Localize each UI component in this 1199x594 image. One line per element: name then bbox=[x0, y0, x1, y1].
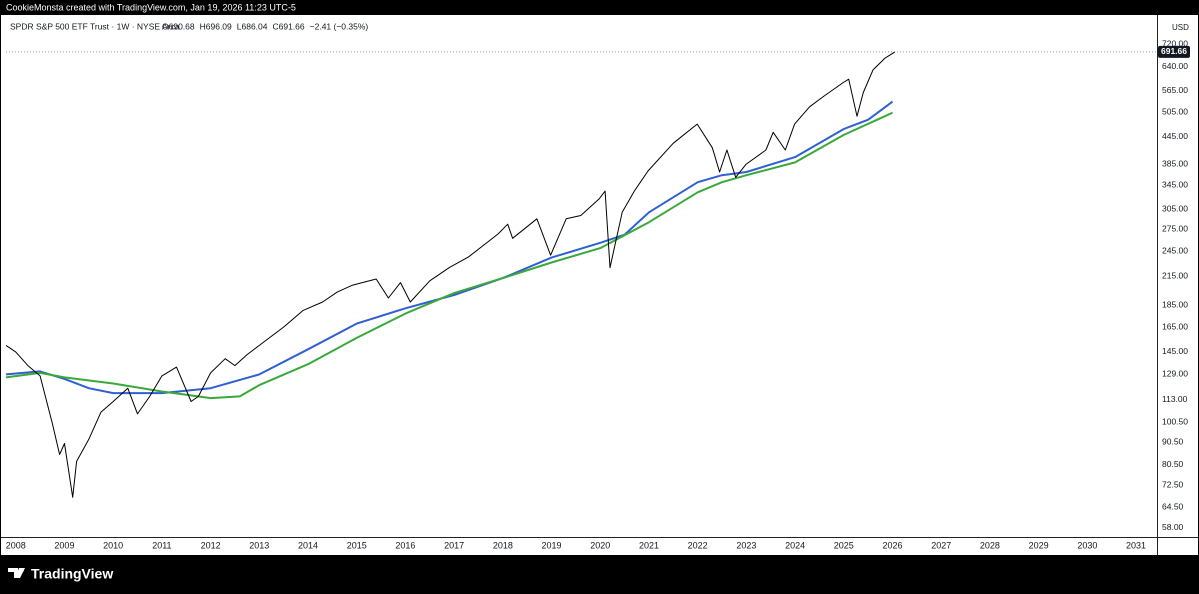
y-tick-label: 275.00 bbox=[1162, 223, 1188, 233]
x-tick-label: 2018 bbox=[493, 540, 513, 550]
brand-logo bbox=[8, 568, 25, 578]
y-tick-label: 505.00 bbox=[1162, 107, 1188, 117]
symbol-title: SPDR S&P 500 ETF Trust · 1W · NYSE Arca bbox=[10, 21, 180, 31]
brand-name: TradingView bbox=[31, 566, 113, 582]
y-tick-label: 100.50 bbox=[1162, 417, 1188, 427]
plot bbox=[5, 51, 1157, 498]
y-tick-label: 165.00 bbox=[1162, 321, 1188, 331]
x-tick-label: 2026 bbox=[882, 540, 902, 550]
x-tick-label: 2020 bbox=[590, 540, 610, 550]
y-tick-label: 565.00 bbox=[1162, 85, 1188, 95]
x-tick-label: 2031 bbox=[1126, 540, 1146, 550]
chart-area bbox=[1, 15, 1198, 555]
x-tick-label: 2028 bbox=[980, 540, 1000, 550]
y-tick-label: 385.00 bbox=[1162, 159, 1188, 169]
last-price-label: 691.66 bbox=[1161, 46, 1187, 56]
x-tick-label: 2009 bbox=[54, 540, 74, 550]
moving-average bbox=[5, 111, 893, 400]
y-tick-label: 245.00 bbox=[1162, 245, 1188, 255]
y-tick-label: 80.50 bbox=[1162, 459, 1184, 469]
ohlc-value: C691.66 bbox=[273, 21, 305, 31]
x-tick-label: 2025 bbox=[834, 540, 854, 550]
ohlc-value: −2.41 (−0.35%) bbox=[310, 21, 369, 31]
y-tick-label: 129.00 bbox=[1162, 369, 1188, 379]
x-tick-label: 2013 bbox=[249, 540, 269, 550]
y-tick-label: 215.00 bbox=[1162, 271, 1188, 281]
x-tick-label: 2019 bbox=[542, 540, 562, 550]
y-tick-label: 64.50 bbox=[1162, 502, 1184, 512]
credit: CookieMonsta created with TradingView.co… bbox=[6, 2, 296, 12]
x-tick-label: 2023 bbox=[736, 540, 756, 550]
y-tick-label: 145.00 bbox=[1162, 346, 1188, 356]
currency: USD bbox=[1172, 23, 1189, 32]
x-tick-label: 2015 bbox=[347, 540, 367, 550]
y-tick-label: 305.00 bbox=[1162, 203, 1188, 213]
x-tick-label: 2029 bbox=[1029, 540, 1049, 550]
y-tick-label: 58.00 bbox=[1162, 522, 1184, 532]
ohlc-value: L686.04 bbox=[237, 21, 268, 31]
last-price-box bbox=[1158, 45, 1190, 58]
x-tick-label: 2011 bbox=[152, 540, 171, 550]
x-tick-label: 2027 bbox=[931, 540, 951, 550]
x-tick-label: 2012 bbox=[201, 540, 221, 550]
x-tick-label: 2010 bbox=[103, 540, 123, 550]
ohlc-value: O690.68 bbox=[162, 21, 195, 31]
y-tick-label: 185.00 bbox=[1162, 299, 1188, 309]
y-tick-label: 345.00 bbox=[1162, 180, 1188, 190]
ohlc-value: H696.09 bbox=[200, 21, 232, 31]
brand: TradingView bbox=[8, 566, 113, 582]
x-tick-label: 2016 bbox=[395, 540, 415, 550]
price-line bbox=[5, 51, 896, 498]
x-tick-label: 2021 bbox=[639, 540, 659, 550]
y-tick-label: 640.00 bbox=[1162, 61, 1188, 71]
x-tick-label: 2014 bbox=[298, 540, 318, 550]
x-tick-label: 2024 bbox=[785, 540, 805, 550]
y-tick-label: 445.00 bbox=[1162, 131, 1188, 141]
x-tick-label: 2008 bbox=[6, 540, 26, 550]
y-tick-label: 113.00 bbox=[1162, 394, 1188, 404]
y-tick-label: 72.50 bbox=[1162, 479, 1184, 489]
y-tick-label: 720.00 bbox=[1162, 38, 1188, 48]
y-tick-label: 90.50 bbox=[1162, 437, 1184, 447]
x-tick-label: 2022 bbox=[688, 540, 708, 550]
x-tick-label: 2017 bbox=[444, 540, 464, 550]
x-tick-label: 2030 bbox=[1077, 540, 1097, 550]
